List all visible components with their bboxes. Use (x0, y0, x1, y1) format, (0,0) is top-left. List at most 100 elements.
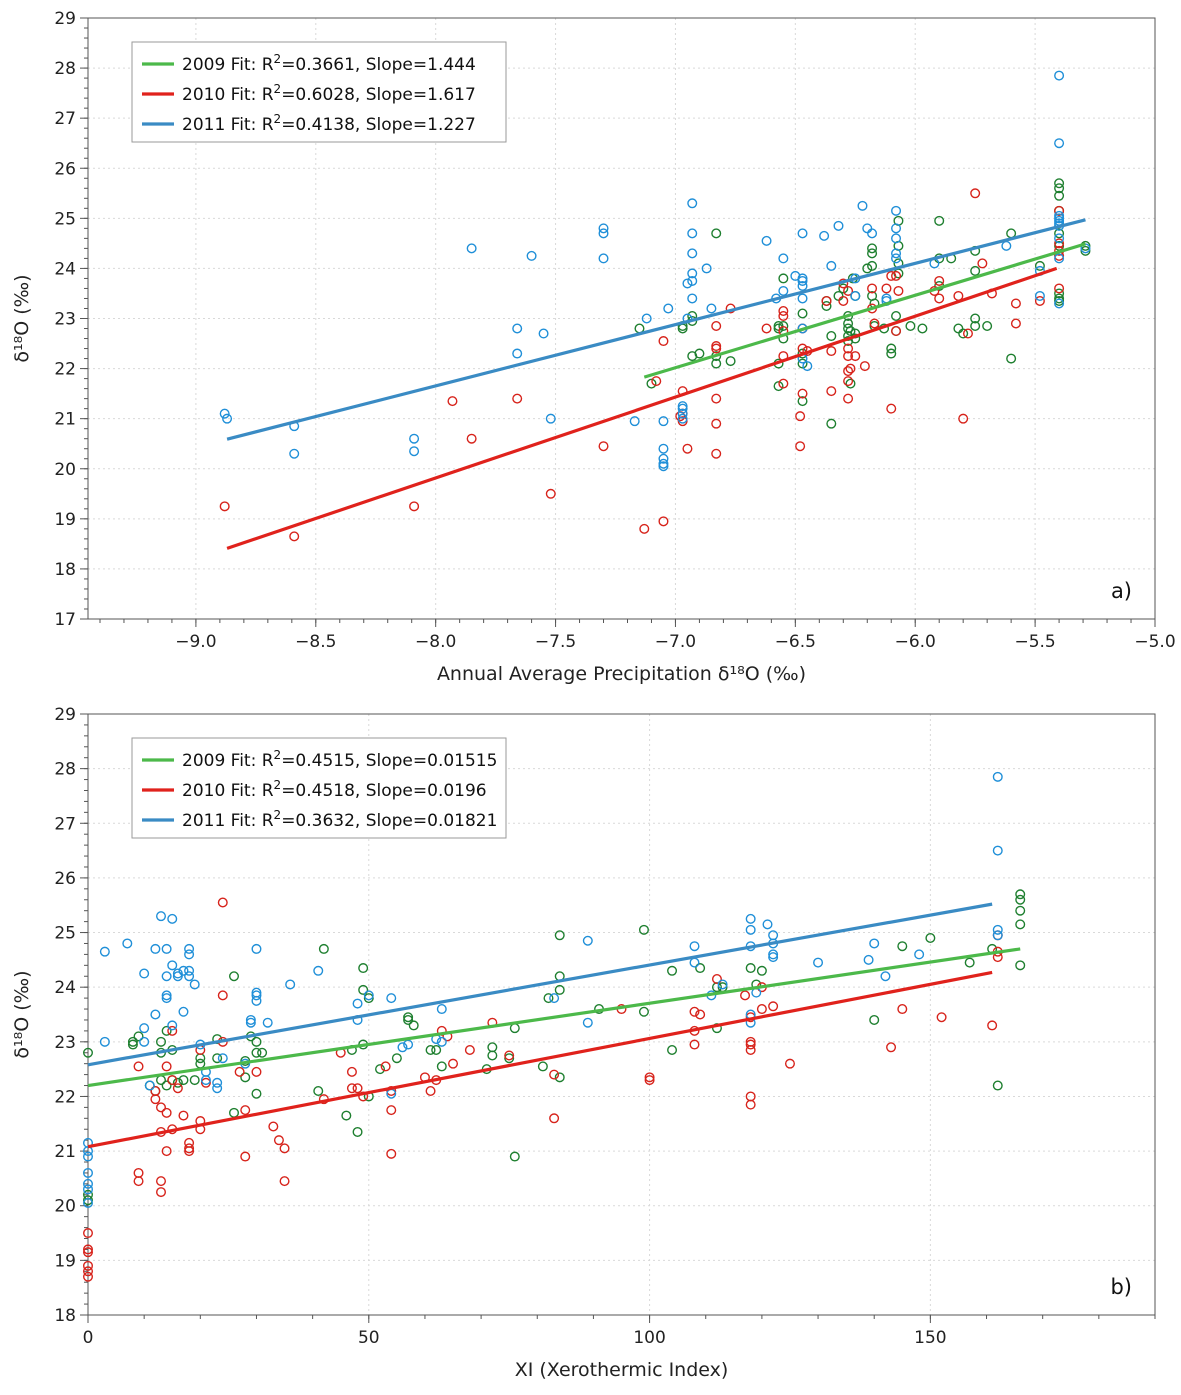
data-point (850, 290, 861, 301)
data-point (845, 378, 856, 389)
data-point (1006, 228, 1017, 239)
data-point (891, 326, 902, 337)
data-point (711, 393, 722, 404)
y-tick-label: 28 (54, 760, 76, 780)
data-point (1054, 70, 1065, 81)
y-tick-label: 27 (54, 814, 76, 834)
data-point (638, 924, 649, 935)
data-point (711, 448, 722, 459)
data-point (161, 993, 172, 1004)
data-point (82, 1167, 93, 1178)
data-point (1054, 138, 1065, 149)
data-point (504, 1053, 515, 1064)
data-point (677, 413, 688, 424)
data-point (992, 771, 1003, 782)
data-point (1010, 298, 1021, 309)
data-point (677, 401, 688, 412)
data-point (958, 413, 969, 424)
data-point (992, 924, 1003, 935)
data-point (869, 1014, 880, 1025)
data-point (638, 1006, 649, 1017)
data-point (431, 1045, 442, 1056)
data-point (695, 1009, 706, 1020)
data-point (598, 441, 609, 452)
y-tick-label: 29 (54, 9, 76, 29)
data-point (466, 433, 477, 444)
y-tick-label: 28 (54, 59, 76, 79)
data-point (934, 215, 945, 226)
data-point (677, 408, 688, 419)
x-tick-label: −5.5 (1014, 632, 1055, 652)
y-tick-label: 19 (54, 510, 76, 530)
data-point (695, 963, 706, 974)
data-point (509, 1023, 520, 1034)
data-point (1054, 233, 1065, 244)
data-point (212, 1077, 223, 1088)
data-point (150, 1094, 161, 1105)
y-tick-label: 21 (54, 1142, 76, 1162)
data-point (161, 990, 172, 1001)
data-point (150, 1009, 161, 1020)
data-point (843, 366, 854, 377)
data-point (436, 1004, 447, 1015)
data-point (687, 268, 698, 279)
panel-label: b) (1110, 1275, 1132, 1299)
y-tick-label: 24 (54, 978, 76, 998)
data-point (964, 957, 975, 968)
data-point (229, 1107, 240, 1118)
data-point (797, 228, 808, 239)
data-point (891, 233, 902, 244)
data-point (184, 943, 195, 954)
data-point (826, 418, 837, 429)
series-2011 (82, 771, 1003, 1208)
data-point (1015, 905, 1026, 916)
data-point (82, 1266, 93, 1277)
data-point (251, 1066, 262, 1077)
data-point (150, 1085, 161, 1096)
data-point (797, 308, 808, 319)
fit-line-2011 (87, 902, 993, 1067)
data-point (139, 968, 150, 979)
data-point (178, 1006, 189, 1017)
data-point (886, 348, 897, 359)
data-point (251, 1088, 262, 1099)
data-point (845, 326, 856, 337)
data-point (768, 952, 779, 963)
data-point (167, 913, 178, 924)
data-point (826, 331, 837, 342)
data-point (784, 1058, 795, 1069)
data-point (646, 378, 657, 389)
data-point (178, 965, 189, 976)
data-point (843, 323, 854, 334)
data-point (762, 919, 773, 930)
legend-entry: 2010 Fit: R2=0.6028, Slope=1.617 (182, 82, 476, 105)
data-point (992, 1080, 1003, 1091)
data-point (970, 321, 981, 332)
data-point (217, 897, 228, 908)
y-tick-label: 27 (54, 109, 76, 129)
data-point (82, 1178, 93, 1189)
data-point (992, 845, 1003, 856)
fit-line-2011 (226, 218, 1086, 441)
data-point (257, 1047, 268, 1058)
data-point (644, 1075, 655, 1086)
data-point (862, 223, 873, 234)
data-point (797, 396, 808, 407)
data-point (436, 1036, 447, 1047)
data-point (391, 1053, 402, 1064)
data-point (863, 954, 874, 965)
data-point (1015, 960, 1026, 971)
data-point (711, 358, 722, 369)
y-tick-label: 24 (54, 259, 76, 279)
data-point (289, 448, 300, 459)
data-point (363, 990, 374, 1001)
data-point (843, 343, 854, 354)
data-point (745, 1045, 756, 1056)
data-point (934, 293, 945, 304)
x-tick-label: 0 (83, 1328, 94, 1348)
y-tick-label: 26 (54, 869, 76, 889)
data-point (1015, 919, 1026, 930)
data-point (582, 935, 593, 946)
data-point (711, 343, 722, 354)
